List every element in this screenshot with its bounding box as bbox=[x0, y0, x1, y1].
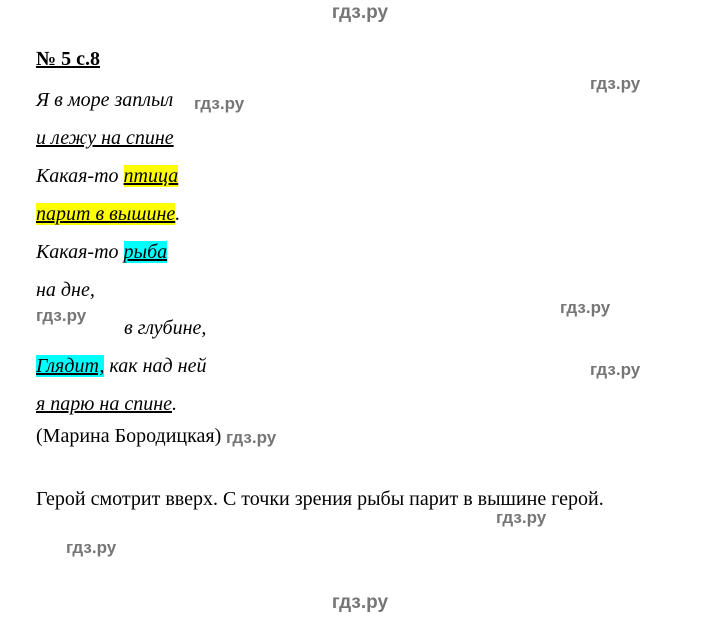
poem-line-1: Я в море заплыл bbox=[36, 81, 684, 119]
poem-line-8a-highlight: Глядит, bbox=[36, 355, 104, 377]
poem-line-4-highlight: парит в вышине bbox=[36, 203, 175, 225]
watermark-bottom: гдз.ру bbox=[332, 592, 388, 614]
poem-line-3: Какая-то птица bbox=[36, 157, 684, 195]
poem-line-9-dot: . bbox=[172, 393, 177, 415]
watermark-scattered-3: гдз.ру bbox=[560, 298, 610, 318]
poem-line-5: Какая-то рыба bbox=[36, 233, 684, 271]
watermark-scattered-1: гдз.ру bbox=[590, 74, 640, 94]
answer-paragraph: Герой смотрит вверх. С точки зрения рыбы… bbox=[36, 484, 684, 514]
document-content: № 5 с.8 Я в море заплыл и лежу на спине … bbox=[36, 48, 684, 514]
poem-line-2: и лежу на спине bbox=[36, 119, 684, 157]
poem-line-4-dot: . bbox=[175, 203, 180, 225]
poem-line-5a: Какая-то bbox=[36, 241, 124, 263]
watermark-scattered-0: гдз.ру bbox=[194, 94, 244, 114]
poem-line-9: я парю на спине. bbox=[36, 385, 684, 423]
exercise-heading: № 5 с.8 bbox=[36, 48, 684, 71]
watermark-scattered-5: гдз.ру bbox=[226, 428, 276, 448]
poem-line-3b-highlight: птица bbox=[124, 165, 179, 187]
poem-line-9-text: я парю на спине bbox=[36, 393, 172, 415]
poem-line-8b: как над ней bbox=[104, 355, 206, 377]
poem-line-4: парит в вышине. bbox=[36, 195, 684, 233]
poem-line-3a: Какая-то bbox=[36, 165, 124, 187]
poem-block: Я в море заплыл и лежу на спине Какая-то… bbox=[36, 81, 684, 423]
poem-line-5b-highlight: рыба bbox=[124, 241, 168, 263]
watermark-scattered-2: гдз.ру bbox=[36, 306, 86, 326]
watermark-scattered-4: гдз.ру bbox=[590, 360, 640, 380]
poem-line-8: Глядит, как над ней bbox=[36, 347, 684, 385]
poem-line-2-text: и лежу на спине bbox=[36, 127, 174, 149]
watermark-top: гдз.ру bbox=[332, 2, 388, 24]
watermark-scattered-6: гдз.ру bbox=[496, 508, 546, 528]
watermark-scattered-7: гдз.ру bbox=[66, 538, 116, 558]
poem-attribution: (Марина Бородицкая) bbox=[36, 425, 684, 448]
